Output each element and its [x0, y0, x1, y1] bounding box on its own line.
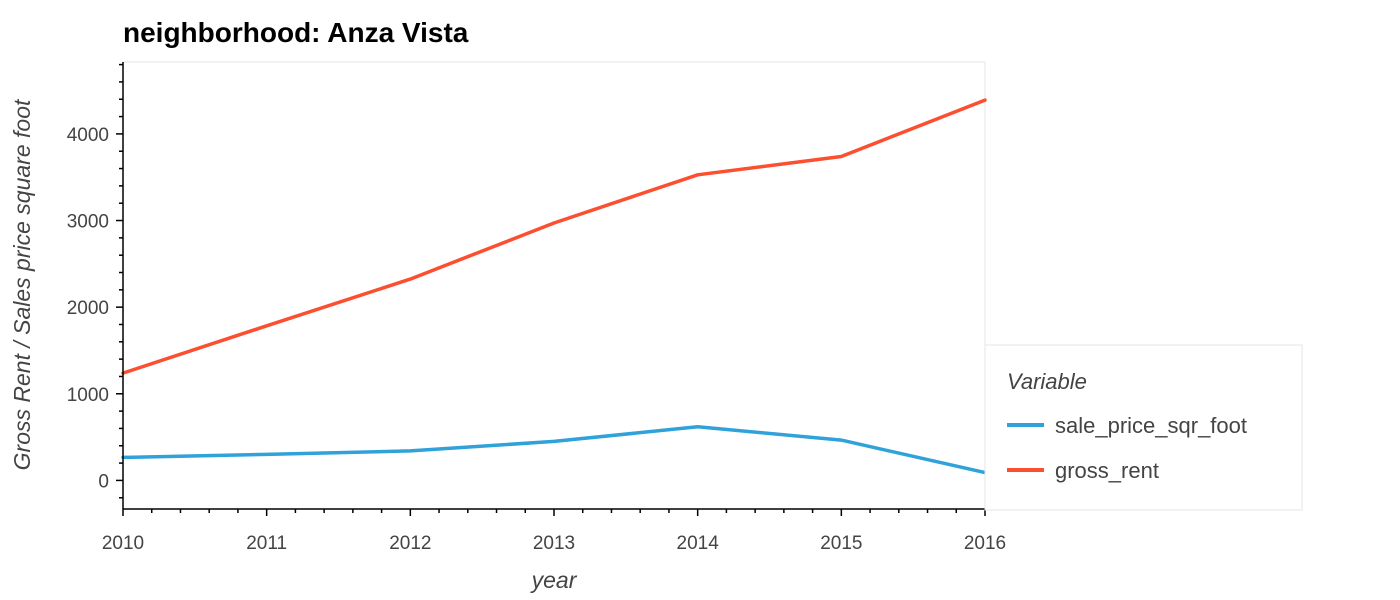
y-tick-label: 4000 — [67, 125, 109, 146]
x-axis-label: year — [530, 567, 578, 593]
x-tick-label: 2013 — [533, 533, 575, 554]
legend-label: gross_rent — [1055, 458, 1159, 483]
legend-items: sale_price_sqr_foot gross_rent — [1007, 413, 1247, 483]
x-tick-label: 2015 — [820, 533, 862, 554]
y-axis-label: Gross Rent / Sales price square foot — [9, 98, 35, 470]
plot-area — [121, 98, 987, 475]
x-tick-label: 2012 — [389, 533, 431, 554]
y-ticks: 0 1000 2000 3000 4000 — [67, 63, 123, 499]
y-tick-label: 1000 — [67, 385, 109, 406]
legend-title: Variable — [1007, 369, 1087, 394]
y-tick-label: 2000 — [67, 298, 109, 319]
x-tick-label: 2011 — [246, 533, 287, 554]
legend-label: sale_price_sqr_foot — [1055, 413, 1247, 438]
x-ticks: 2010 2011 2012 2013 2014 2015 2016 — [102, 509, 1006, 554]
x-tick-label: 2016 — [964, 533, 1006, 554]
legend: Variable sale_price_sqr_foot gross_rent — [984, 344, 1303, 511]
chart-title: neighborhood: Anza Vista — [123, 17, 469, 48]
series-line-sale-price-sqr-foot — [121, 425, 987, 475]
y-tick-label: 3000 — [67, 212, 109, 233]
series-line-gross-rent — [121, 98, 987, 375]
legend-box — [984, 344, 1303, 511]
x-tick-label: 2010 — [102, 533, 144, 554]
y-tick-label: 0 — [98, 471, 109, 492]
x-tick-label: 2014 — [677, 533, 720, 554]
